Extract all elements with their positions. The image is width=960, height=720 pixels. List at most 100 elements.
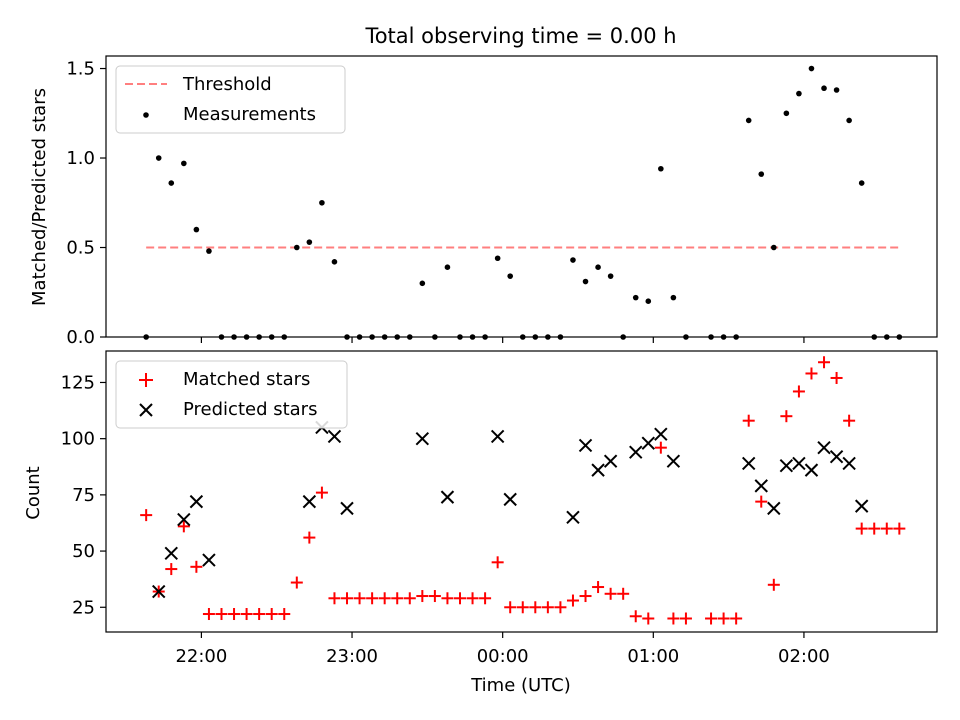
measurement-point — [808, 65, 815, 72]
top-y-tick-label: 1.0 — [66, 148, 95, 169]
bottom-y-tick-label: 75 — [72, 485, 95, 506]
matched-stars-point — [328, 592, 341, 605]
chart-title: Total observing time = 0.00 h — [364, 24, 676, 48]
top-legend: Threshold Measurements — [115, 65, 346, 134]
matched-stars-point — [215, 608, 228, 621]
x-tick-label: 01:00 — [627, 646, 679, 667]
top-legend-box — [115, 65, 346, 134]
measurement-point — [494, 255, 501, 262]
matched-stars-point — [240, 608, 253, 621]
bottom-plot-frame — [105, 350, 938, 633]
legend-matched-swatch — [139, 373, 153, 387]
predicted-stars-point — [641, 436, 655, 450]
matched-stars-point — [717, 612, 730, 625]
predicted-stars-point — [792, 456, 806, 471]
bottom-y-tick-label: 50 — [72, 541, 95, 562]
matched-stars-point — [466, 592, 479, 605]
matched-stars-point — [504, 601, 517, 614]
matched-stars-point — [353, 592, 366, 605]
matched-stars-point — [742, 414, 755, 427]
matched-stars-point — [491, 556, 504, 569]
measurement-point — [607, 273, 614, 279]
x-axis-label: Time (UTC) — [470, 675, 571, 696]
measurement-point — [331, 259, 338, 265]
matched-stars-point — [868, 522, 881, 535]
measurement-point — [155, 155, 162, 161]
matched-stars-point — [667, 612, 680, 625]
predicted-stars-point — [164, 546, 178, 561]
legend-predicted-label: Predicted stars — [183, 399, 317, 420]
measurement-point — [821, 85, 827, 92]
matched-stars-point — [441, 592, 454, 605]
matched-stars-point — [792, 385, 805, 398]
bottom-legend-box — [115, 360, 348, 429]
matched-stars-point — [818, 356, 831, 369]
predicted-stars-point — [741, 456, 756, 471]
matched-stars-point — [428, 590, 441, 603]
predicted-stars-point — [842, 456, 856, 471]
predicted-stars-point — [340, 501, 354, 516]
measurement-point — [783, 110, 790, 117]
matched-stars-point — [190, 560, 203, 573]
bottom-y-tick-label: 25 — [72, 597, 95, 618]
predicted-stars-point — [629, 445, 643, 459]
measurement-point — [658, 165, 664, 172]
matched-stars-point — [830, 371, 843, 384]
measurement-point — [193, 226, 200, 233]
bottom-y-axis-label: Count — [23, 466, 44, 519]
measurement-point — [595, 264, 601, 270]
predicted-stars-point — [578, 438, 593, 453]
matched-stars-point — [479, 592, 492, 605]
matched-stars-point — [453, 592, 466, 605]
measurement-point — [319, 199, 325, 206]
matched-stars-point — [843, 414, 856, 427]
matched-stars-point — [541, 601, 554, 614]
predicted-stars-point — [829, 449, 844, 464]
bottom-x-axis: 22:00 23:00 00:00 01:00 02:00 — [175, 632, 830, 667]
top-plot-frame — [105, 55, 938, 338]
measurement-point — [670, 294, 677, 301]
measurement-point — [796, 90, 802, 97]
matched-stars-point — [265, 608, 278, 621]
matched-stars-point — [529, 601, 542, 614]
predicted-stars-point — [804, 463, 819, 477]
predicted-stars-point — [152, 584, 166, 599]
measurement-point — [771, 244, 777, 251]
x-tick-label: 22:00 — [175, 646, 227, 667]
predicted-stars-point — [202, 553, 216, 567]
measurement-point — [645, 298, 652, 305]
bottom-marks — [140, 356, 906, 625]
predicted-stars-point — [503, 492, 517, 507]
measurement-point — [632, 294, 639, 301]
predicted-stars-point — [189, 494, 204, 509]
predicted-stars-point — [817, 440, 831, 455]
matched-stars-point — [315, 486, 328, 499]
measurement-point — [294, 244, 300, 251]
matched-stars-point — [290, 576, 303, 589]
matched-stars-point — [780, 410, 793, 423]
bottom-panel: 25 50 75 100 125 22:00 23:00 00:00 01:00 02:00 C… — [23, 350, 938, 696]
measurement-point — [745, 117, 752, 124]
predicted-stars-point — [854, 499, 869, 513]
matched-stars-point — [378, 592, 391, 605]
matched-stars-point — [366, 592, 379, 605]
measurement-point — [858, 180, 865, 186]
matched-stars-point — [165, 563, 178, 576]
predicted-stars-point — [490, 429, 505, 444]
matched-stars-point — [767, 578, 780, 591]
measurement-point — [582, 278, 589, 285]
predicted-stars-point — [767, 501, 781, 516]
matched-stars-point — [566, 594, 579, 607]
matched-stars-point — [391, 592, 404, 605]
matched-stars-point — [416, 590, 429, 603]
bottom-legend: Matched stars Predicted stars — [115, 360, 348, 429]
top-y-axis-label: Matched/Predicted stars — [29, 88, 50, 306]
matched-stars-point — [642, 612, 655, 625]
measurement-point — [570, 257, 576, 263]
matched-stars-point — [604, 587, 617, 600]
bottom-y-axis: 25 50 75 100 125 — [61, 372, 106, 618]
matched-stars-point — [140, 509, 153, 522]
matched-stars-point — [805, 367, 818, 380]
legend-measurements-swatch — [143, 112, 149, 118]
